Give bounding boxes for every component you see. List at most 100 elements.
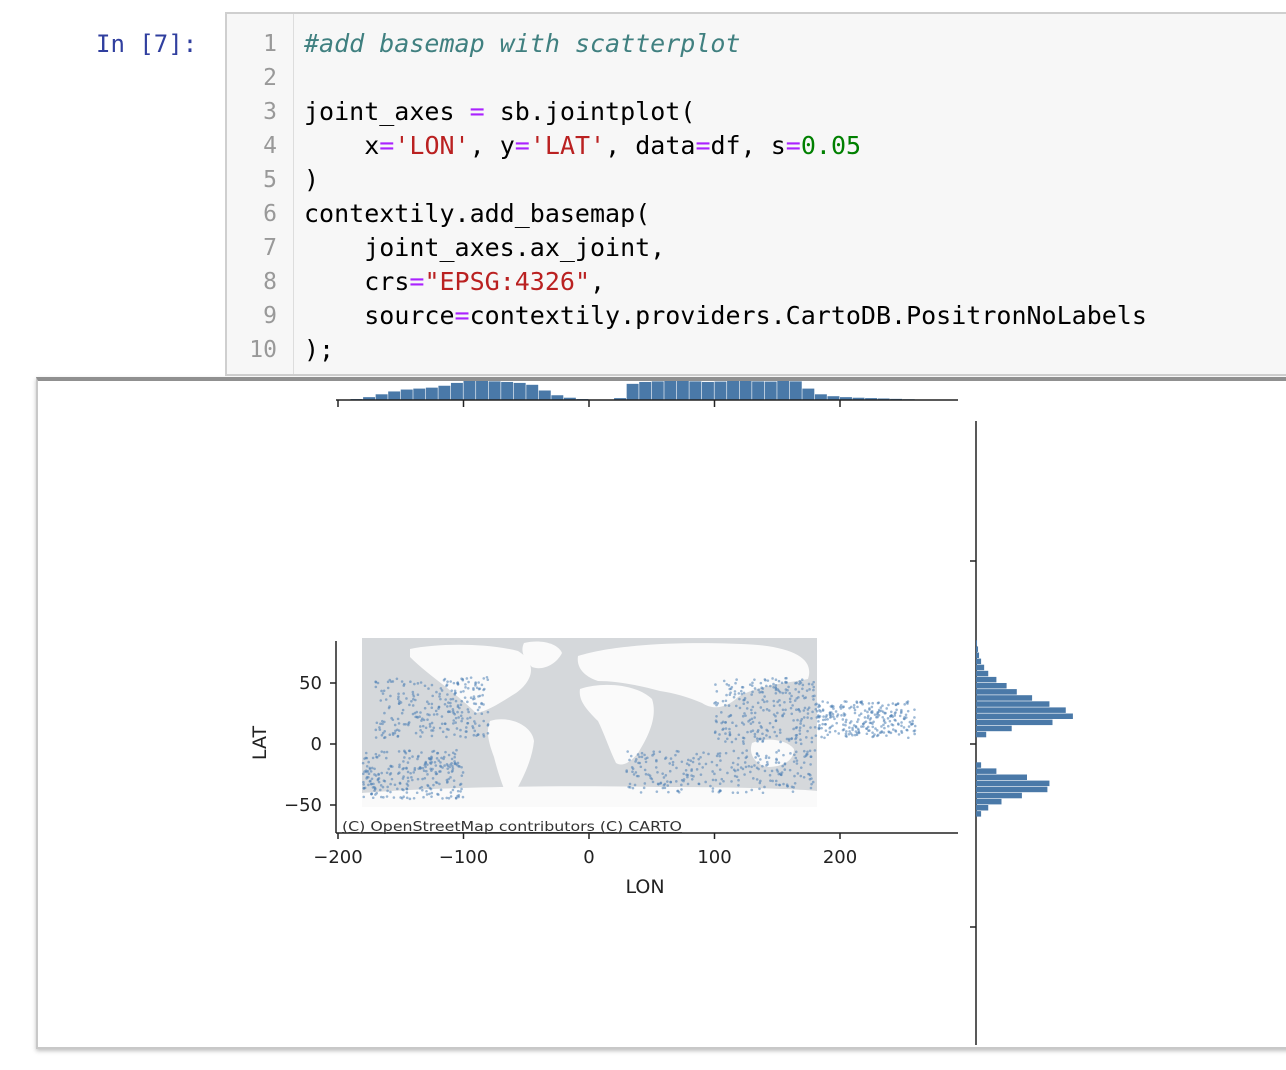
track-point [454, 716, 458, 720]
code-token: sb.jointplot( [484, 97, 696, 126]
track-point [815, 702, 818, 706]
track-point [867, 702, 871, 705]
track-point [376, 681, 380, 685]
track-point [775, 751, 778, 754]
track-point [727, 704, 731, 707]
track-point [883, 726, 886, 730]
track-point [751, 690, 754, 694]
track-point [477, 681, 480, 684]
lon-hist-bar [651, 381, 664, 400]
track-point [757, 688, 760, 692]
line-number: 9 [263, 303, 277, 329]
track-point [382, 689, 386, 693]
storm-track-scatter [361, 675, 917, 801]
track-point [774, 714, 777, 718]
track-point [845, 700, 848, 703]
track-point [774, 719, 778, 723]
track-point [482, 677, 486, 680]
track-point [466, 708, 470, 711]
lat-hist-bar [976, 658, 982, 665]
track-point [374, 728, 378, 732]
track-point [439, 687, 443, 690]
track-point [370, 792, 373, 796]
track-point [371, 756, 375, 760]
track-point [865, 732, 869, 736]
track-point [425, 769, 428, 773]
track-point [894, 730, 898, 733]
track-point [790, 712, 794, 716]
track-point [367, 783, 370, 787]
track-point [764, 678, 767, 682]
track-point [871, 725, 875, 729]
track-point [888, 719, 892, 723]
track-point [794, 741, 798, 744]
track-point [447, 771, 450, 774]
track-point [777, 783, 781, 787]
track-point [456, 763, 459, 767]
lon-hist-bar [513, 382, 526, 400]
track-point [876, 715, 879, 719]
track-point [840, 713, 843, 717]
track-point [393, 731, 397, 735]
track-point [864, 720, 868, 723]
track-point [419, 711, 422, 714]
track-point [431, 750, 434, 753]
track-point [714, 683, 717, 686]
track-point [774, 761, 778, 764]
track-point [377, 773, 380, 776]
code-token: 'LAT' [529, 131, 606, 160]
track-point [425, 789, 428, 793]
code-cell[interactable]: 1 2 3 4 5 6 7 8 9 10 #add basemap with s… [225, 12, 1286, 376]
track-point [676, 789, 680, 793]
track-point [365, 777, 368, 780]
track-point [404, 751, 408, 755]
track-point [643, 768, 647, 772]
track-point [718, 789, 722, 792]
track-point [791, 704, 794, 707]
greenland-land [522, 641, 562, 669]
track-point [907, 725, 911, 728]
track-point [722, 679, 726, 683]
track-point [441, 730, 445, 734]
track-point [391, 680, 395, 683]
track-point [453, 761, 457, 765]
track-point [790, 694, 793, 698]
track-point [429, 787, 433, 791]
y-tick-label: 50 [299, 673, 322, 694]
track-point [783, 762, 787, 765]
track-point [472, 702, 476, 705]
track-point [761, 690, 765, 694]
track-point [793, 774, 796, 778]
track-point [476, 733, 480, 736]
track-point [732, 749, 736, 753]
track-point [812, 688, 815, 692]
track-point [725, 737, 729, 741]
track-point [671, 763, 675, 767]
y-axis-ticks: 50 0 −50 [284, 673, 336, 816]
track-point [378, 788, 382, 792]
track-point [871, 722, 874, 725]
track-point [772, 685, 775, 689]
track-point [882, 723, 885, 727]
track-point [465, 677, 469, 680]
x-tick-label: −100 [439, 847, 488, 868]
track-point [655, 758, 658, 762]
code-line-source: source=contextily.providers.CartoDB.Posi… [304, 301, 1147, 330]
track-point [461, 795, 465, 799]
track-point [466, 717, 469, 720]
track-point [397, 722, 401, 725]
track-point [430, 683, 434, 687]
code-token: contextily.providers.CartoDB.PositronNoL… [469, 301, 1147, 330]
track-point [436, 792, 439, 796]
track-point [769, 779, 772, 782]
track-point [731, 721, 734, 724]
track-point [906, 700, 910, 703]
track-point [718, 752, 722, 755]
track-point [386, 789, 389, 793]
track-point [430, 721, 434, 725]
track-point [383, 750, 386, 754]
track-point [416, 757, 419, 761]
track-point [473, 722, 477, 725]
track-point [897, 723, 900, 726]
track-point [449, 763, 452, 766]
